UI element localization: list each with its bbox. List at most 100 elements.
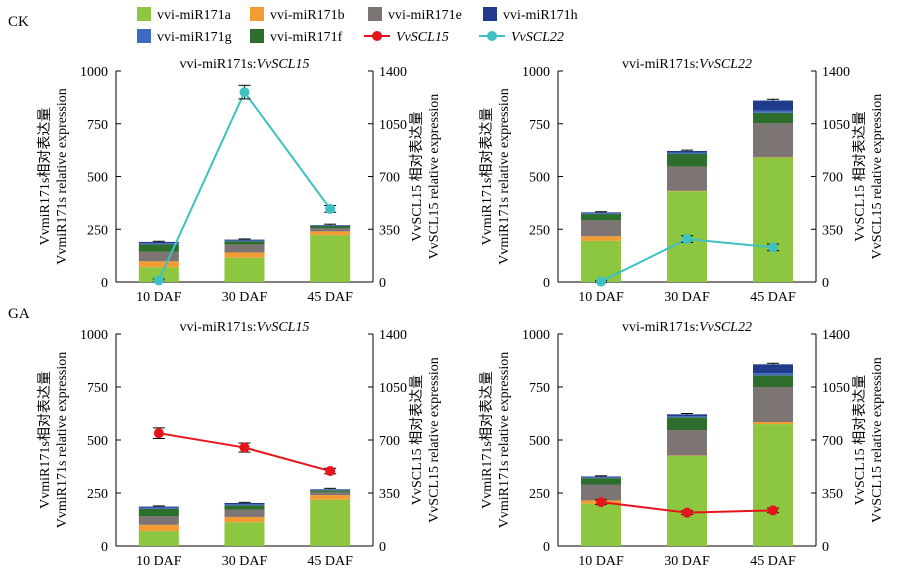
bar-stack <box>225 239 265 282</box>
y-tick-label: 1000 <box>522 328 550 343</box>
y-right-tick-label: 0 <box>379 276 386 291</box>
chart-title-gene: VvSCL15 <box>257 57 310 72</box>
legend: vvi-miR171a vvi-miR171b vvi-miR171e vvi-miR… <box>137 7 578 45</box>
bar-segment-miR171e <box>139 516 179 524</box>
y-tick-label: 1000 <box>522 65 550 80</box>
bar-segment-miR171a <box>310 235 350 282</box>
line-point <box>240 87 250 97</box>
y-right-tick-label: 350 <box>822 487 843 502</box>
x-tick-label: 45 DAF <box>307 290 353 305</box>
legend-item-vvscl15: VvSCL15 <box>364 30 449 45</box>
y-tick-label: 750 <box>529 381 550 396</box>
chart-title: vvi-miR171s:VvSCL22 <box>622 320 752 335</box>
bar-segment-miR171a <box>667 456 707 546</box>
y-right-tick-label: 1050 <box>822 381 850 396</box>
chart-title: vvi-miR171s:VvSCL15 <box>180 57 310 72</box>
y-right-axis-label-en: VvSCL15 relative expression <box>870 94 885 260</box>
bar-segment-miR171a <box>753 158 793 282</box>
legend-label: VvSCL22 <box>511 30 564 45</box>
bar-segment-miR171e <box>753 123 793 157</box>
legend-swatch <box>250 29 264 43</box>
legend-swatch <box>483 7 497 21</box>
y-right-axis-label-en: VvSCL15 relative expression <box>427 357 442 523</box>
y-axis-label-en: VvmiR171s relative expression <box>55 352 70 529</box>
y-tick-label: 250 <box>529 487 550 502</box>
bar-segment-miR171b <box>225 517 265 522</box>
bar-segment-miR171e <box>667 430 707 455</box>
y-right-tick-label: 700 <box>822 434 843 449</box>
y-right-axis-label-en: VvSCL15 relative expression <box>427 94 442 260</box>
bar-segment-miR171a <box>225 522 265 546</box>
bar-segment-miR171h <box>667 151 707 153</box>
y-tick-label: 0 <box>101 540 108 555</box>
y-tick-label: 1000 <box>80 65 108 80</box>
bar-segment-miR171g <box>581 477 621 478</box>
legend-label: vvi-miR171b <box>270 8 345 23</box>
y-right-tick-label: 350 <box>822 223 843 238</box>
y-right-tick-label: 1400 <box>822 328 850 343</box>
bar-segment-miR171a <box>753 424 793 546</box>
x-tick-label: 45 DAF <box>750 290 796 305</box>
bar-segment-miR171h <box>225 503 265 504</box>
y-tick-label: 0 <box>101 276 108 291</box>
bar-segment-miR171a <box>581 504 621 546</box>
chart-title: vvi-miR171s:VvSCL22 <box>622 57 752 72</box>
y-tick-label: 500 <box>87 171 108 186</box>
bar-segment-miR171f <box>310 226 350 228</box>
y-right-axis-label-cn: VvSCL15 相对表达量 <box>852 111 868 241</box>
bar-stack <box>139 506 179 546</box>
x-tick-label: 10 DAF <box>578 554 624 569</box>
x-tick-label: 30 DAF <box>222 554 268 569</box>
bar-segment-miR171b <box>310 495 350 500</box>
legend-item-vvi-mir171h: vvi-miR171h <box>483 7 578 23</box>
legend-item-vvi-mir171a: vvi-miR171a <box>137 7 232 23</box>
legend-label: vvi-miR171e <box>388 8 462 23</box>
bar-segment-miR171g <box>139 508 179 509</box>
bar-segment-miR171f <box>581 478 621 484</box>
bar-segment-miR171b <box>139 261 179 267</box>
bar-segment-miR171h <box>753 101 793 111</box>
y-tick-label: 500 <box>529 171 550 186</box>
bar-segment-miR171e <box>667 167 707 191</box>
legend-label: VvSCL15 <box>396 30 449 45</box>
y-right-axis-label-cn: VvSCL15 相对表达量 <box>409 111 425 241</box>
y-tick-label: 500 <box>529 434 550 449</box>
bar-segment-miR171a <box>139 531 179 546</box>
bar-stack <box>310 488 350 546</box>
bar-segment-miR171f <box>310 490 350 492</box>
y-axis-label-cn: VvmiR171s相对表达量 <box>37 371 53 509</box>
bar-segment-miR171a <box>310 500 350 546</box>
y-right-tick-label: 350 <box>379 223 400 238</box>
y-tick-label: 250 <box>87 223 108 238</box>
y-right-tick-label: 700 <box>379 434 400 449</box>
legend-swatch <box>137 7 151 21</box>
legend-item-vvscl22: VvSCL22 <box>479 30 564 45</box>
bar-segment-miR171f <box>139 509 179 516</box>
bar-segment-miR171f <box>225 505 265 509</box>
x-tick-label: 10 DAF <box>136 554 182 569</box>
bar-stack <box>667 150 707 282</box>
bar-stack <box>753 99 793 282</box>
bar-segment-miR171h <box>667 414 707 416</box>
chart-title-gene: VvSCL22 <box>699 320 752 335</box>
legend-item-vvi-mir171e: vvi-miR171e <box>368 7 462 23</box>
legend-item-vvi-mir171f: vvi-miR171f <box>250 29 343 45</box>
x-tick-label: 10 DAF <box>578 290 624 305</box>
x-tick-label: 30 DAF <box>664 290 710 305</box>
bar-segment-miR171a <box>225 258 265 282</box>
bar-segment-miR171b <box>310 231 350 235</box>
bar-segment-miR171b <box>581 236 621 241</box>
bar-stack <box>225 502 265 546</box>
y-right-tick-label: 1050 <box>379 118 407 133</box>
y-tick-label: 0 <box>543 540 550 555</box>
y-right-tick-label: 1050 <box>822 118 850 133</box>
bar-segment-miR171f <box>753 375 793 387</box>
bar-segment-miR171h <box>753 364 793 373</box>
bar-segment-miR171g <box>667 416 707 417</box>
y-right-tick-label: 350 <box>379 487 400 502</box>
group-label-ga: GA <box>8 306 30 322</box>
y-axis-label-en: VvmiR171s relative expression <box>497 352 512 529</box>
bar-segment-miR171g <box>753 373 793 375</box>
legend-item-vvi-mir171g: vvi-miR171g <box>137 29 232 45</box>
line-point <box>240 443 250 453</box>
